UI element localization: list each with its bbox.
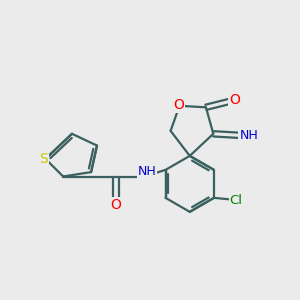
Text: Cl: Cl — [230, 194, 243, 207]
Text: NH: NH — [138, 165, 156, 178]
Text: O: O — [173, 98, 184, 112]
Text: NH: NH — [239, 129, 258, 142]
Text: O: O — [230, 93, 240, 107]
Text: S: S — [40, 152, 48, 166]
Text: O: O — [111, 198, 122, 212]
